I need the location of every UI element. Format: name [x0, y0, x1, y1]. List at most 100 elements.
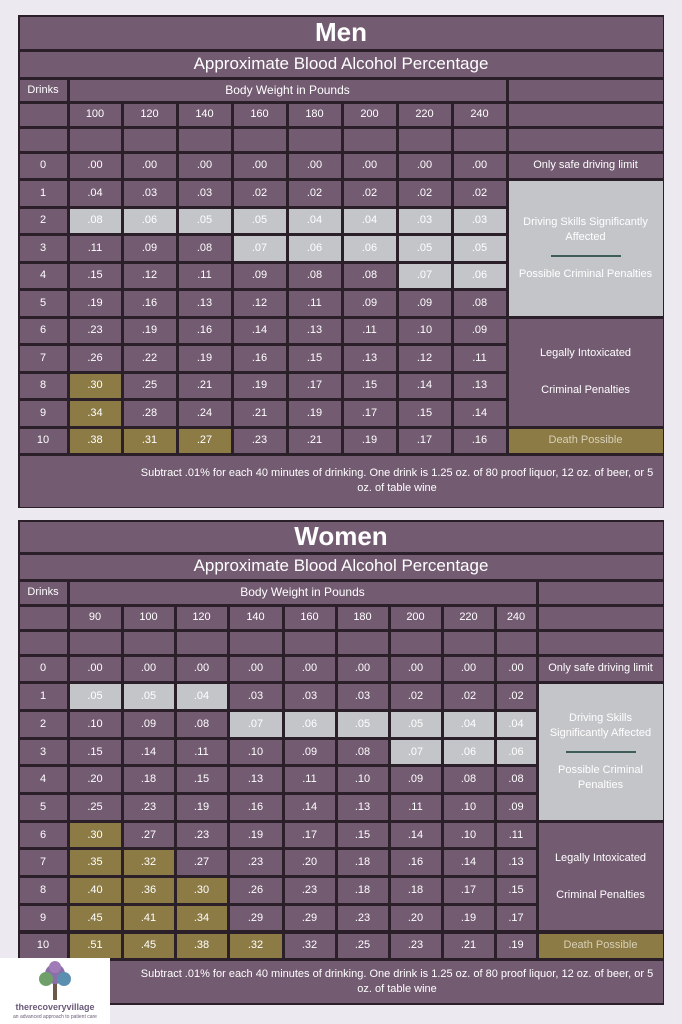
bac-cell: .19	[178, 346, 231, 371]
empty-cell	[508, 79, 663, 101]
bac-cell: .27	[123, 822, 174, 848]
empty-cell	[176, 631, 227, 654]
bac-cell: .06	[123, 208, 176, 233]
empty-cell	[538, 581, 663, 604]
drinks-label: Drinks	[19, 581, 67, 604]
logo-name: therecoveryvillage	[15, 1002, 95, 1012]
bac-cell: .19	[233, 373, 286, 398]
bac-cell: .00	[176, 656, 227, 682]
bac-cell: .02	[343, 181, 396, 206]
bac-cell: .00	[178, 153, 231, 178]
bac-cell: .29	[229, 905, 282, 931]
empty-cell	[178, 128, 231, 151]
empty-cell	[123, 631, 174, 654]
bac-cell: .21	[443, 933, 494, 959]
bac-cell: .03	[453, 208, 506, 233]
drinks-count: 9	[19, 401, 67, 426]
bac-cell: .10	[443, 795, 494, 820]
bac-cell: .15	[288, 346, 341, 371]
drinks-count: 0	[19, 656, 67, 682]
bac-cell: .14	[390, 822, 441, 848]
bac-cell: .07	[229, 711, 282, 737]
bac-cell: .03	[398, 208, 451, 233]
bac-cell: .04	[176, 684, 227, 709]
zone-label: Legally Intoxicated	[539, 347, 632, 360]
bac-cell: .19	[229, 822, 282, 848]
empty-cell	[69, 128, 121, 151]
bac-cell: .45	[123, 933, 174, 959]
weight-header: 90	[69, 606, 121, 629]
bac-cell: .17	[343, 401, 396, 426]
bac-cell: .05	[178, 208, 231, 233]
bac-cell: .18	[337, 878, 388, 903]
bac-cell: .13	[288, 318, 341, 343]
weight-header: 180	[288, 103, 341, 126]
empty-cell	[443, 631, 494, 654]
empty-cell	[123, 128, 176, 151]
bac-cell: .13	[496, 850, 536, 876]
bac-cell: .03	[284, 684, 335, 709]
logo-tagline: an advanced approach to patient care	[13, 1014, 97, 1020]
zone-label: Criminal Penalties	[541, 384, 630, 396]
drinks-count: 5	[19, 795, 67, 820]
bac-cell: .36	[123, 878, 174, 903]
bac-cell: .10	[229, 739, 282, 765]
bac-cell: .09	[453, 318, 506, 343]
drinks-count: 4	[19, 767, 67, 792]
zone-label: Criminal Penalties	[556, 888, 645, 901]
bac-cell: .30	[69, 822, 121, 848]
weight-label: Body Weight in Pounds	[69, 79, 506, 101]
empty-cell	[453, 128, 506, 151]
bac-cell: .16	[123, 291, 176, 316]
bac-cell: .00	[69, 153, 121, 178]
bac-cell: .09	[123, 236, 176, 261]
bac-cell: .00	[233, 153, 286, 178]
bac-cell: .11	[390, 795, 441, 820]
footnote: Subtract .01% for each 40 minutes of dri…	[19, 456, 663, 507]
bac-cell: .00	[443, 656, 494, 682]
bac-cell: .29	[284, 905, 335, 931]
drinks-count: 7	[19, 346, 67, 371]
drinks-label: Drinks	[19, 79, 67, 101]
bac-cell: .00	[496, 656, 536, 682]
empty-cell	[398, 128, 451, 151]
weight-header: 120	[176, 606, 227, 629]
bac-cell: .23	[233, 428, 286, 453]
zone-death: Death Possible	[508, 428, 663, 453]
bac-cell: .19	[123, 318, 176, 343]
bac-cell: .04	[288, 208, 341, 233]
bac-cell: .07	[233, 236, 286, 261]
bac-cell: .00	[337, 656, 388, 682]
bac-cell: .45	[69, 905, 121, 931]
bac-cell: .17	[443, 878, 494, 903]
bac-cell: .32	[123, 850, 174, 876]
bac-cell: .03	[123, 181, 176, 206]
weight-header: 200	[390, 606, 441, 629]
bac-cell: .07	[398, 263, 451, 288]
bac-cell: .25	[69, 795, 121, 820]
drinks-count: 1	[19, 684, 67, 709]
table-subtitle: Approximate Blood Alcohol Percentage	[19, 554, 663, 579]
bac-cell: .23	[337, 905, 388, 931]
drinks-count: 6	[19, 318, 67, 343]
empty-cell	[284, 631, 335, 654]
bac-cell: .11	[284, 767, 335, 792]
bac-cell: .34	[69, 401, 121, 426]
bac-cell: .15	[496, 878, 536, 903]
bac-cell: .02	[443, 684, 494, 709]
bac-cell: .09	[284, 739, 335, 765]
bac-cell: .03	[337, 684, 388, 709]
bac-cell: .15	[337, 822, 388, 848]
bac-cell: .14	[398, 373, 451, 398]
bac-cell: .11	[178, 263, 231, 288]
bac-cell: .08	[288, 263, 341, 288]
empty-cell	[508, 128, 663, 151]
weight-header: 140	[229, 606, 282, 629]
bac-cell: .02	[496, 684, 536, 709]
drinks-count: 10	[19, 933, 67, 959]
drinks-count: 2	[19, 208, 67, 233]
drinks-count: 6	[19, 822, 67, 848]
zone-impaired: Driving Skills Significantly Affected Pos…	[538, 684, 663, 820]
weight-header: 100	[123, 606, 174, 629]
bac-cell: .07	[390, 739, 441, 765]
